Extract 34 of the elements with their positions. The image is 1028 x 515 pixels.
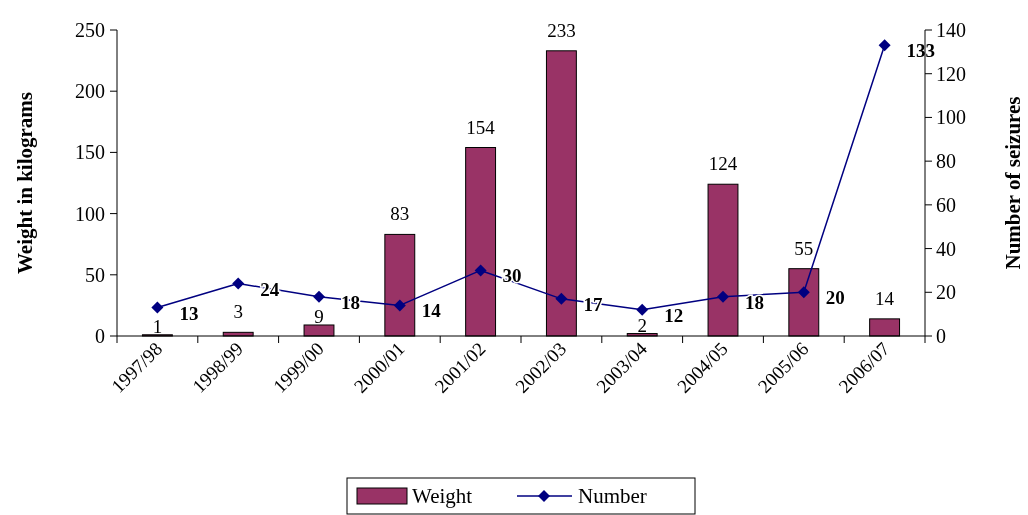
data-label: 55 [794, 237, 814, 259]
y2-tick-label: 80 [936, 150, 956, 173]
y2-tick-label: 20 [936, 281, 956, 304]
data-label: 18 [745, 291, 764, 313]
y2-tick-label: 140 [936, 19, 966, 41]
data-label: 133 [906, 40, 936, 62]
data-label: 14 [421, 300, 442, 322]
y-tick-label: 0 [95, 325, 105, 347]
data-label: 13 [179, 302, 199, 324]
y2-tick-label: 60 [936, 193, 956, 216]
y2-tick-label: 40 [936, 237, 956, 260]
data-label: 3 [233, 301, 243, 323]
legend-label: Number [578, 484, 647, 508]
data-label: 154 [466, 116, 496, 138]
y-tick-label: 100 [75, 202, 105, 225]
data-label: 83 [390, 203, 410, 225]
data-label: 14 [875, 287, 895, 309]
data-label: 124 [708, 153, 738, 175]
data-label: 233 [547, 19, 576, 41]
y-tick-label: 150 [75, 141, 105, 164]
y2-tick-label: 0 [936, 325, 946, 347]
data-label: 12 [664, 304, 684, 326]
data-label: 1 [152, 315, 163, 337]
y2-tick-label: 100 [936, 106, 966, 129]
y-tick-label: 250 [75, 19, 105, 41]
y2-axis-title: Number of seizures [1001, 96, 1025, 270]
data-label: 2 [637, 314, 647, 336]
legend-label: Weight [412, 484, 473, 508]
y-axis-title: Weight in kilograms [13, 91, 37, 275]
data-label: 20 [825, 287, 845, 309]
y2-tick-label: 120 [936, 62, 966, 85]
y-tick-label: 50 [85, 263, 105, 286]
y-tick-label: 200 [75, 80, 105, 103]
data-label: 9 [314, 305, 324, 327]
